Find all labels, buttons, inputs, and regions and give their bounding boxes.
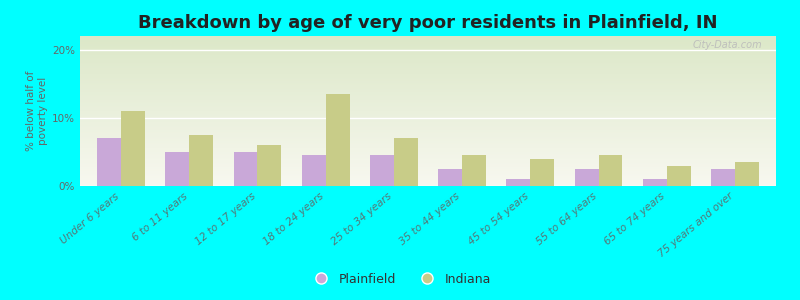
Bar xyxy=(166,152,189,186)
Bar xyxy=(97,138,121,186)
Bar xyxy=(530,159,554,186)
Bar xyxy=(258,145,282,186)
Bar xyxy=(643,179,667,186)
Text: City-Data.com: City-Data.com xyxy=(693,40,762,50)
Y-axis label: % below half of
poverty level: % below half of poverty level xyxy=(26,71,48,151)
Bar xyxy=(370,155,394,186)
Bar xyxy=(506,179,530,186)
Bar xyxy=(326,94,350,186)
Bar xyxy=(598,155,622,186)
Bar xyxy=(121,111,145,186)
Bar xyxy=(394,138,418,186)
Legend: Plainfield, Indiana: Plainfield, Indiana xyxy=(304,268,496,291)
Bar xyxy=(189,135,213,186)
Bar xyxy=(462,155,486,186)
Bar xyxy=(234,152,258,186)
Bar xyxy=(667,166,690,186)
Bar xyxy=(438,169,462,186)
Bar xyxy=(735,162,759,186)
Bar xyxy=(302,155,326,186)
Bar xyxy=(711,169,735,186)
Title: Breakdown by age of very poor residents in Plainfield, IN: Breakdown by age of very poor residents … xyxy=(138,14,718,32)
Bar xyxy=(574,169,598,186)
